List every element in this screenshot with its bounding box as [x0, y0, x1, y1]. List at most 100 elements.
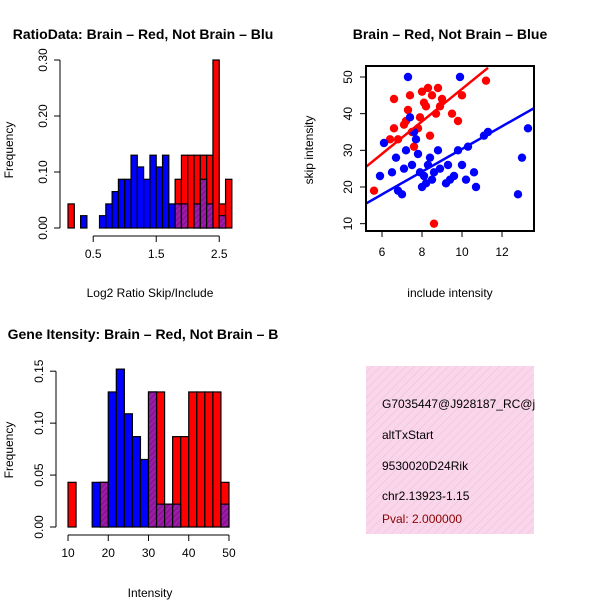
notbrain-point: [397, 190, 407, 199]
info-probe-id: G7035447@J928187_RC@j: [382, 397, 535, 411]
scatter-ylabel: skip intensity: [302, 116, 316, 185]
notbrain-point: [461, 175, 471, 184]
ratio-notbrain-bar: [161, 154, 170, 229]
scatter-x-tick-label: 8: [419, 245, 426, 259]
notbrain-point: [513, 190, 523, 199]
intensity-y-tick-label: 0.15: [32, 359, 46, 383]
intensity-notbrain-bar: [131, 436, 142, 528]
ratio-y-tick-label: 0.10: [36, 160, 50, 184]
intensity-histogram-title: Gene Itensity: Brain – Red, Not Brain – …: [8, 326, 279, 342]
intensity-notbrain-bar: [115, 368, 125, 528]
intensity-histogram-bars: [67, 368, 230, 528]
intensity-brain-bar: [196, 391, 206, 528]
info-gene-name: 9530020D24Rik: [382, 459, 469, 473]
ratio-histogram-ylabel: Frequency: [2, 122, 16, 179]
scatter-x-tick-label: 10: [455, 245, 469, 259]
ratio-overlap-bar: [206, 203, 214, 229]
intensity-histogram-ylabel: Frequency: [2, 422, 16, 479]
info-panel: G7035447@J928187_RC@j altTxStart 9530020…: [366, 366, 535, 534]
ratio-overlap-bar: [193, 203, 201, 229]
ratio-notbrain-bar: [136, 166, 145, 229]
ratio-x-tick-label: 1.5: [148, 247, 165, 261]
brain-point: [481, 76, 491, 85]
notbrain-trendline: [366, 107, 534, 205]
intensity-x-tick-label: 30: [142, 546, 156, 560]
ratio-y-tick-label: 0.30: [36, 48, 50, 72]
intensity-scatter-panel: Brain – Red, Not Brain – Blue include in…: [302, 26, 547, 300]
brain-point: [389, 124, 399, 133]
scatter-x-tick-label: 12: [495, 245, 509, 259]
brain-point: [421, 102, 431, 111]
ratio-y-tick-label: 0.00: [36, 216, 50, 240]
notbrain-point: [407, 160, 417, 170]
notbrain-point: [425, 153, 435, 162]
ratio-overlap-bar: [218, 215, 227, 229]
brain-point: [423, 83, 433, 93]
intensity-overlap-bar: [220, 503, 230, 528]
ratio-notbrain-bar: [98, 215, 107, 229]
brain-point: [425, 131, 435, 140]
notbrain-point: [399, 164, 409, 173]
notbrain-point: [403, 72, 413, 82]
intensity-brain-bar: [180, 436, 190, 528]
ratio-notbrain-bar: [124, 178, 132, 229]
intensity-brain-bar: [204, 391, 214, 528]
intensity-overlap-bar: [172, 503, 182, 528]
ratio-x-tick-label: 0.5: [85, 247, 102, 261]
intensity-y-tick-label: 0.00: [32, 515, 46, 539]
notbrain-point: [449, 171, 459, 181]
notbrain-point: [375, 171, 385, 181]
info-event-type: altTxStart: [382, 428, 434, 442]
scatter-xlabel: include intensity: [407, 286, 492, 300]
ratio-notbrain-bar: [111, 191, 120, 229]
scatter-y-tick-label: 10: [341, 217, 355, 231]
notbrain-point: [379, 138, 389, 148]
notbrain-point: [435, 164, 445, 173]
notbrain-point: [427, 175, 437, 184]
ratio-notbrain-bar: [105, 203, 113, 229]
brain-point: [405, 91, 415, 100]
brain-point: [427, 91, 437, 100]
intensity-overlap-bar: [163, 503, 174, 528]
brain-point: [437, 94, 447, 104]
intensity-y-tick-label: 0.10: [32, 411, 46, 435]
intensity-overlap-bar: [99, 481, 109, 528]
notbrain-point: [471, 182, 481, 192]
notbrain-point: [517, 153, 527, 162]
brain-point: [417, 87, 427, 96]
ratio-notbrain-bar: [168, 203, 176, 229]
intensity-notbrain-bar: [123, 413, 134, 528]
info-locus: chr2.13923-1.15: [382, 489, 470, 503]
ratio-histogram-axes: 0.5 1.5 2.5 0.00 0.10 0.20 0.30: [36, 48, 228, 261]
notbrain-point: [429, 168, 439, 177]
notbrain-point: [413, 149, 423, 159]
intensity-x-tick-label: 40: [182, 546, 196, 560]
notbrain-point: [523, 124, 533, 133]
brain-point: [415, 113, 425, 122]
ratio-overlap-bar: [174, 203, 183, 229]
intensity-histogram-xlabel: Intensity: [128, 586, 173, 600]
intensity-x-tick-label: 20: [102, 546, 116, 560]
notbrain-point: [457, 160, 467, 170]
intensity-brain-bar: [212, 391, 222, 528]
notbrain-point: [421, 179, 431, 188]
intensity-y-tick-label: 0.05: [32, 463, 46, 487]
ratio-histogram-xlabel: Log2 Ratio Skip/Include: [87, 286, 214, 300]
ratio-x-tick-label: 2.5: [211, 247, 228, 261]
brain-point: [433, 83, 443, 93]
scatter-x-tick-label: 6: [379, 245, 386, 259]
scatter-y-tick-label: 20: [341, 180, 355, 194]
intensity-brain-bar: [67, 481, 77, 528]
notbrain-point: [433, 146, 443, 155]
notbrain-point: [391, 153, 401, 162]
ratio-brain-bar: [224, 178, 233, 229]
ratio-overlap-bar: [199, 178, 208, 229]
brain-point: [409, 142, 419, 151]
intensity-x-tick-label: 50: [222, 546, 236, 560]
scatter-plot-area: [366, 66, 534, 228]
ratio-brain-bar: [187, 154, 195, 229]
ratio-notbrain-bar: [80, 215, 88, 229]
ratio-notbrain-bar: [143, 178, 151, 229]
brain-point: [447, 109, 457, 118]
